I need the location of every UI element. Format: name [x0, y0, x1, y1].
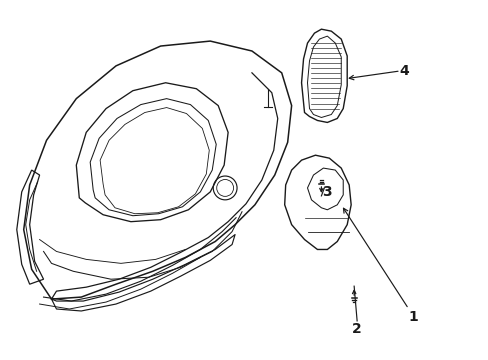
Text: 4: 4: [398, 64, 408, 78]
Text: 2: 2: [351, 322, 361, 336]
Text: 1: 1: [408, 310, 418, 324]
Text: 3: 3: [322, 185, 331, 199]
